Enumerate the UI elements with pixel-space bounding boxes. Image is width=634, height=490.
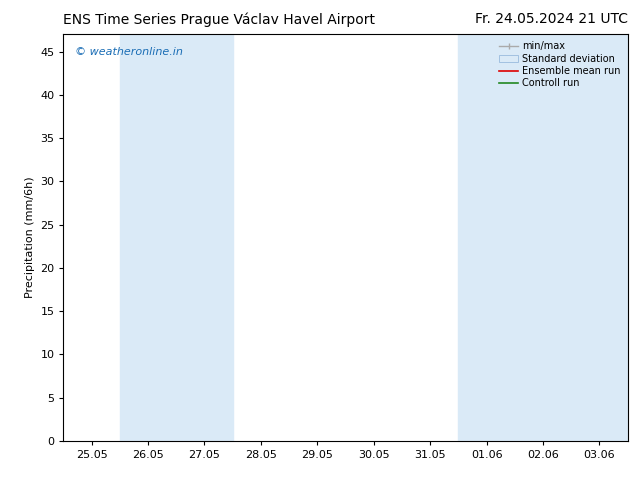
Y-axis label: Precipitation (mm/6h): Precipitation (mm/6h) (25, 177, 35, 298)
Bar (120, 34, 233, 441)
Text: © weatheronline.in: © weatheronline.in (75, 47, 183, 56)
Legend: min/max, Standard deviation, Ensemble mean run, Controll run: min/max, Standard deviation, Ensemble me… (497, 39, 623, 90)
Text: Fr. 24.05.2024 21 UTC: Fr. 24.05.2024 21 UTC (475, 12, 628, 26)
Bar (571, 34, 628, 441)
Text: ENS Time Series Prague Václav Havel Airport: ENS Time Series Prague Václav Havel Airp… (63, 12, 375, 27)
Bar (458, 34, 571, 441)
